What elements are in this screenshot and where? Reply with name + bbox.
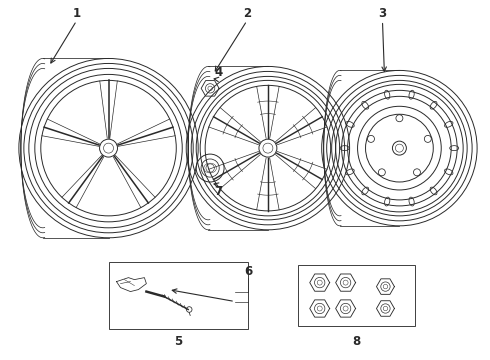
Text: 1: 1 [73,7,81,20]
Text: 6: 6 [244,265,252,278]
Bar [108,262,248,329]
Text: 8: 8 [352,335,361,348]
Bar [298,265,416,327]
Text: 3: 3 [378,7,387,20]
Text: 7: 7 [214,185,222,198]
Text: 4: 4 [214,66,222,79]
Text: 2: 2 [243,7,251,20]
Text: 5: 5 [174,335,182,348]
